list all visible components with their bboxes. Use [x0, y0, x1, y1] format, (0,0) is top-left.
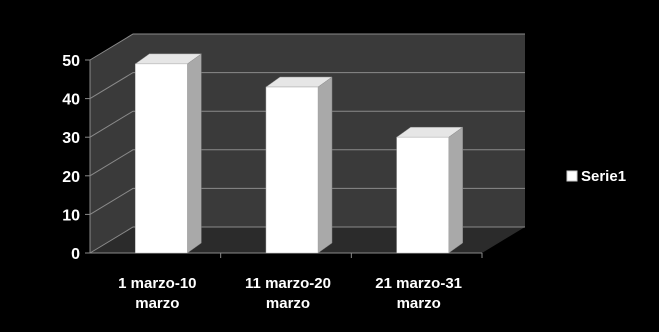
- bars: [134, 53, 464, 254]
- bar-side: [317, 76, 333, 254]
- gridline: [89, 226, 525, 254]
- x-tick-label: marzo: [266, 295, 310, 312]
- legend: Serie1: [566, 168, 626, 185]
- x-tick-label: marzo: [135, 295, 179, 312]
- legend-label-serie1: Serie1: [581, 168, 626, 185]
- bar: [395, 126, 464, 254]
- y-tick-label: 30: [62, 130, 80, 147]
- bar-side: [187, 53, 202, 254]
- gridline: [89, 33, 525, 61]
- bar-front: [396, 136, 449, 254]
- bar-front: [265, 86, 319, 254]
- y-tick-label: 20: [62, 169, 80, 186]
- gridline: [89, 110, 525, 138]
- y-tick-label: 0: [71, 246, 80, 263]
- x-tick-label: 11 marzo-20: [245, 275, 331, 292]
- x-tick-label: 21 marzo-31: [375, 275, 462, 292]
- bar: [134, 53, 203, 254]
- y-tick-label: 10: [62, 207, 80, 224]
- gridline: [89, 187, 525, 215]
- bar-side: [448, 126, 463, 254]
- legend-swatch: [566, 170, 578, 182]
- y-axis: 0 10 20 30 40 50: [62, 53, 483, 263]
- y-tick-label: 40: [62, 92, 80, 109]
- gridlines: [89, 33, 525, 254]
- x-tick-label: marzo: [397, 295, 441, 312]
- bar-front: [135, 63, 188, 254]
- gridline: [89, 149, 525, 177]
- x-axis-labels: 1 marzo-10 marzo 11 marzo-20 marzo 21 marzo-…: [118, 275, 462, 312]
- side-wall: [90, 34, 133, 253]
- gridline: [89, 72, 525, 100]
- y-tick-label: 50: [62, 53, 80, 70]
- x-tick-label: 1 marzo-10: [118, 275, 196, 292]
- bar: [265, 76, 333, 254]
